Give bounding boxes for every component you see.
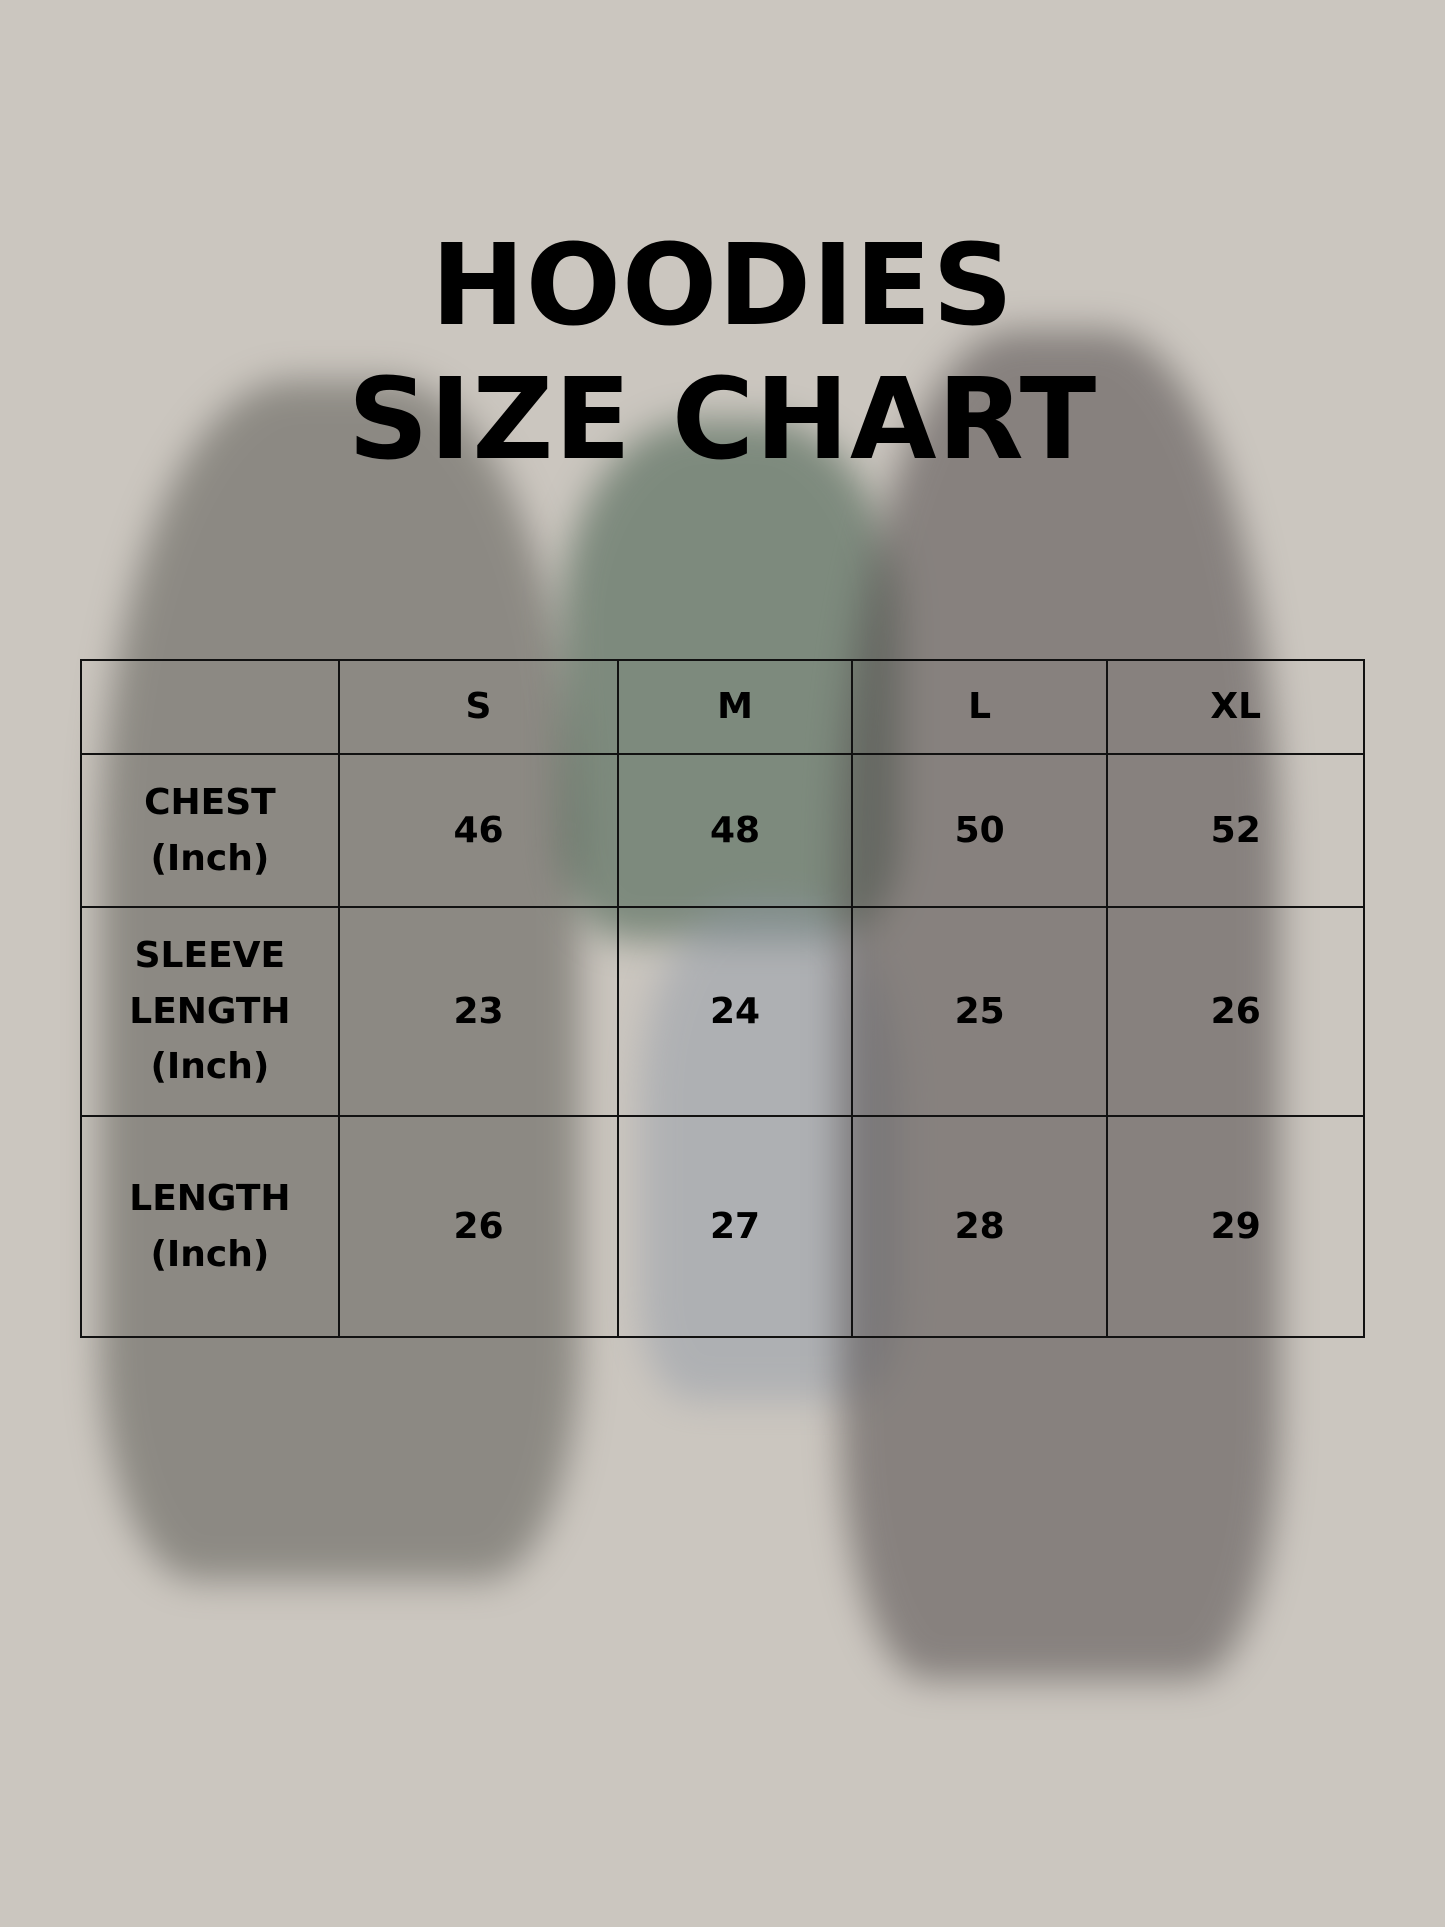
label-line: (Inch) xyxy=(150,837,270,879)
value-cell: 28 xyxy=(850,1115,1109,1338)
label-line: CHEST xyxy=(144,781,276,823)
value-cell: 48 xyxy=(617,753,853,908)
value-cell: 27 xyxy=(617,1115,853,1338)
row-label: SLEEVE LENGTH (Inch) xyxy=(80,906,340,1117)
table-row: CHEST (Inch) 46 48 50 52 xyxy=(80,753,1365,908)
value-cell: 25 xyxy=(850,906,1109,1117)
header-cell: M xyxy=(617,659,853,755)
value-cell: 24 xyxy=(617,906,853,1117)
value-cell: 50 xyxy=(850,753,1109,908)
value-cell: 46 xyxy=(337,753,620,908)
title-line-2: SIZE CHART xyxy=(347,355,1098,485)
header-cell: L xyxy=(850,659,1109,755)
row-label: CHEST (Inch) xyxy=(80,753,340,908)
value-cell: 26 xyxy=(1106,906,1365,1117)
size-chart-table: S M L XL CHEST (Inch) 46 48 50 52 SLEEVE L… xyxy=(80,659,1365,1338)
label-line: (Inch) xyxy=(150,1046,270,1088)
header-cell: XL xyxy=(1106,659,1365,755)
title-line-1: HOODIES xyxy=(431,221,1014,351)
table-row: SLEEVE LENGTH (Inch) 23 24 25 26 xyxy=(80,906,1365,1117)
value-cell: 29 xyxy=(1106,1115,1365,1338)
header-row: S M L XL xyxy=(80,659,1365,755)
table-row: LENGTH (Inch) 26 27 28 29 xyxy=(80,1115,1365,1338)
label-line: LENGTH xyxy=(129,990,291,1032)
header-cell: S xyxy=(337,659,620,755)
label-line: SLEEVE xyxy=(134,934,286,976)
value-cell: 52 xyxy=(1106,753,1365,908)
value-cell: 23 xyxy=(337,906,620,1117)
value-cell: 26 xyxy=(337,1115,620,1338)
label-line: (Inch) xyxy=(150,1233,270,1275)
row-label: LENGTH (Inch) xyxy=(80,1115,340,1338)
header-cell xyxy=(80,659,340,755)
label-line: LENGTH xyxy=(129,1177,291,1219)
